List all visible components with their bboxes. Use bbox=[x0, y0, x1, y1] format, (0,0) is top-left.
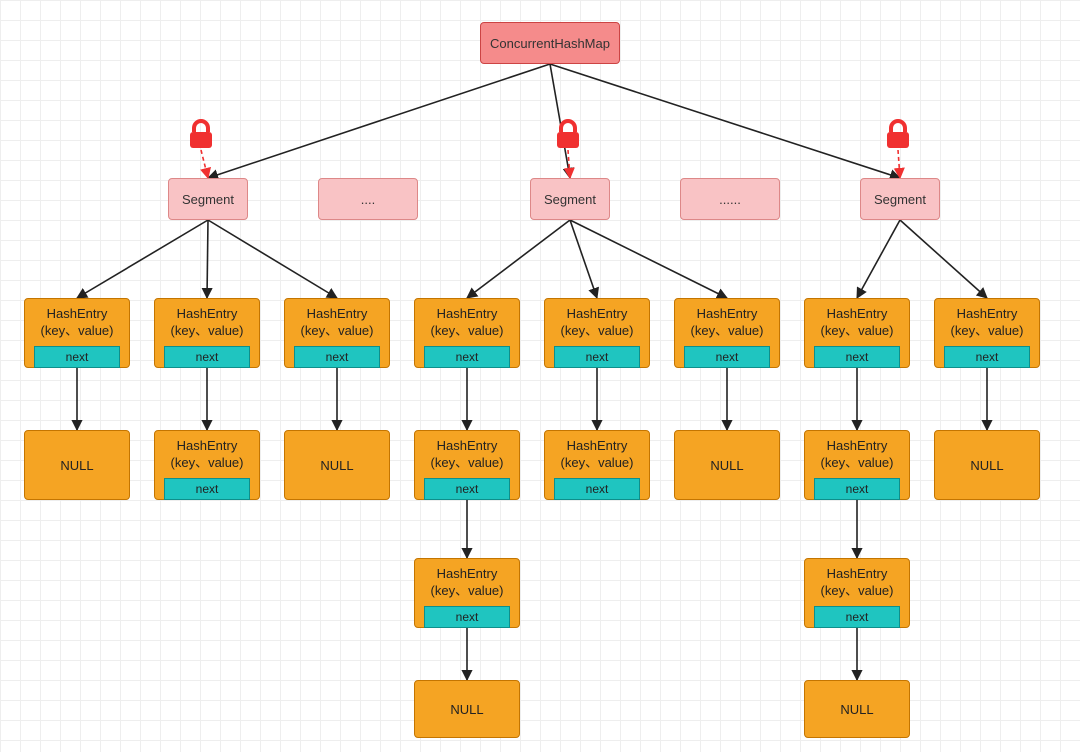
null-node: NULL bbox=[24, 430, 130, 500]
ellipsis-node: ...... bbox=[680, 178, 780, 220]
entry-label: HashEntry(key、value) bbox=[817, 559, 898, 606]
next-box: next bbox=[294, 346, 379, 368]
entry-label: HashEntry(key、value) bbox=[817, 431, 898, 478]
next-box: next bbox=[684, 346, 769, 368]
edge bbox=[550, 64, 900, 178]
entry-label: HashEntry(key、value) bbox=[427, 431, 508, 478]
hash-entry-node: HashEntry(key、value)next bbox=[154, 298, 260, 368]
next-box: next bbox=[164, 478, 249, 500]
root-node: ConcurrentHashMap bbox=[480, 22, 620, 64]
edge bbox=[857, 220, 900, 298]
next-box: next bbox=[814, 606, 899, 628]
hash-entry-node: HashEntry(key、value)next bbox=[154, 430, 260, 500]
hash-entry-node: HashEntry(key、value)next bbox=[24, 298, 130, 368]
segment-node: Segment bbox=[530, 178, 610, 220]
entry-label: HashEntry(key、value) bbox=[947, 299, 1028, 346]
edge bbox=[900, 220, 987, 298]
entry-label: HashEntry(key、value) bbox=[167, 431, 248, 478]
next-box: next bbox=[424, 606, 509, 628]
next-box: next bbox=[554, 346, 639, 368]
lock-icon bbox=[554, 118, 582, 150]
entry-label: HashEntry(key、value) bbox=[167, 299, 248, 346]
null-node: NULL bbox=[934, 430, 1040, 500]
next-box: next bbox=[554, 478, 639, 500]
hash-entry-node: HashEntry(key、value)next bbox=[934, 298, 1040, 368]
next-box: next bbox=[814, 478, 899, 500]
edge bbox=[208, 64, 550, 178]
lock-icon bbox=[187, 118, 215, 150]
null-node: NULL bbox=[804, 680, 910, 738]
hash-entry-node: HashEntry(key、value)next bbox=[674, 298, 780, 368]
ellipsis-node: .... bbox=[318, 178, 418, 220]
hash-entry-node: HashEntry(key、value)next bbox=[804, 430, 910, 500]
lock-icon bbox=[884, 118, 912, 150]
entry-label: HashEntry(key、value) bbox=[37, 299, 118, 346]
next-box: next bbox=[164, 346, 249, 368]
segment-node: Segment bbox=[860, 178, 940, 220]
entry-label: HashEntry(key、value) bbox=[687, 299, 768, 346]
null-node: NULL bbox=[284, 430, 390, 500]
hash-entry-node: HashEntry(key、value)next bbox=[284, 298, 390, 368]
edge bbox=[467, 220, 570, 298]
hash-entry-node: HashEntry(key、value)next bbox=[544, 298, 650, 368]
hash-entry-node: HashEntry(key、value)next bbox=[804, 558, 910, 628]
next-box: next bbox=[34, 346, 119, 368]
next-box: next bbox=[424, 346, 509, 368]
edge bbox=[898, 150, 900, 178]
edge bbox=[201, 150, 208, 178]
edge bbox=[77, 220, 208, 298]
null-node: NULL bbox=[674, 430, 780, 500]
entry-label: HashEntry(key、value) bbox=[427, 559, 508, 606]
next-box: next bbox=[814, 346, 899, 368]
next-box: next bbox=[944, 346, 1029, 368]
hash-entry-node: HashEntry(key、value)next bbox=[414, 558, 520, 628]
edge bbox=[207, 220, 208, 298]
edges-layer bbox=[0, 0, 1080, 752]
entry-label: HashEntry(key、value) bbox=[557, 299, 638, 346]
hash-entry-node: HashEntry(key、value)next bbox=[414, 430, 520, 500]
hash-entry-node: HashEntry(key、value)next bbox=[804, 298, 910, 368]
segment-node: Segment bbox=[168, 178, 248, 220]
edge bbox=[208, 220, 337, 298]
entry-label: HashEntry(key、value) bbox=[817, 299, 898, 346]
entry-label: HashEntry(key、value) bbox=[557, 431, 638, 478]
null-node: NULL bbox=[414, 680, 520, 738]
hash-entry-node: HashEntry(key、value)next bbox=[414, 298, 520, 368]
entry-label: HashEntry(key、value) bbox=[297, 299, 378, 346]
entry-label: HashEntry(key、value) bbox=[427, 299, 508, 346]
next-box: next bbox=[424, 478, 509, 500]
hash-entry-node: HashEntry(key、value)next bbox=[544, 430, 650, 500]
